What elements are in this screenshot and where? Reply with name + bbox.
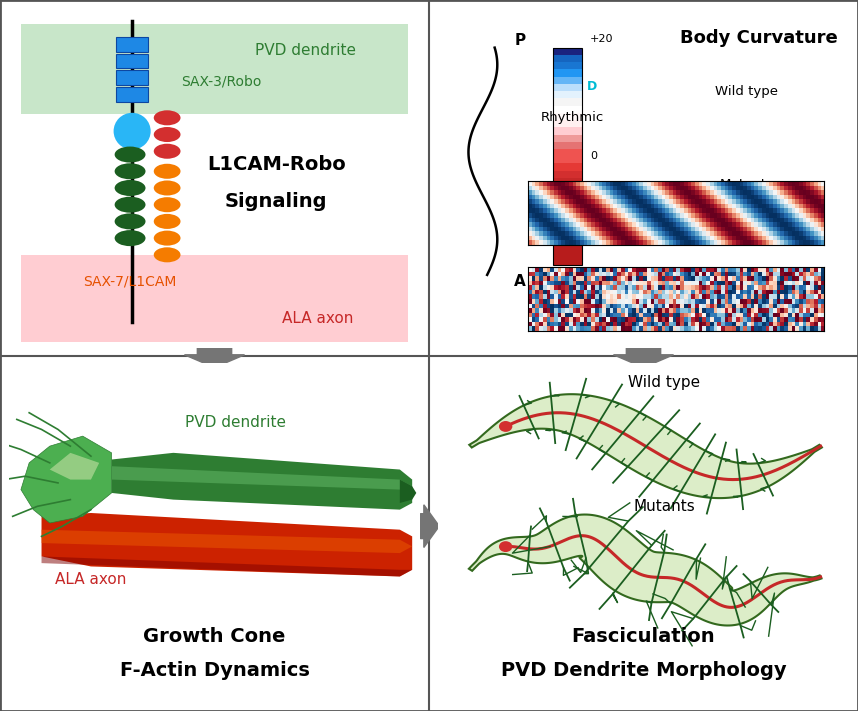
Ellipse shape xyxy=(154,181,180,196)
Ellipse shape xyxy=(154,127,180,142)
Ellipse shape xyxy=(499,541,512,552)
Text: ALA axon: ALA axon xyxy=(55,572,127,587)
Bar xyxy=(553,193,582,200)
Polygon shape xyxy=(400,480,416,503)
Ellipse shape xyxy=(499,421,512,432)
Polygon shape xyxy=(41,557,412,577)
Ellipse shape xyxy=(115,230,146,246)
Text: D: D xyxy=(587,80,597,93)
Bar xyxy=(553,171,582,178)
Polygon shape xyxy=(112,453,412,510)
Text: Signaling: Signaling xyxy=(225,192,328,211)
Ellipse shape xyxy=(115,180,146,196)
Bar xyxy=(553,120,582,127)
Text: Wild type: Wild type xyxy=(628,375,700,390)
Ellipse shape xyxy=(115,213,146,230)
Bar xyxy=(553,185,582,193)
Ellipse shape xyxy=(115,146,146,163)
Bar xyxy=(553,214,582,221)
Bar xyxy=(21,255,408,342)
Polygon shape xyxy=(41,513,412,577)
Bar xyxy=(553,134,582,141)
Text: Curvature (Degree): Curvature (Degree) xyxy=(572,280,674,290)
Ellipse shape xyxy=(154,144,180,159)
Text: Growth Cone: Growth Cone xyxy=(143,627,286,646)
Bar xyxy=(553,178,582,185)
Text: PVD Dendrite Morphology: PVD Dendrite Morphology xyxy=(501,661,786,680)
Text: F-Actin Dynamics: F-Actin Dynamics xyxy=(119,661,310,680)
Ellipse shape xyxy=(154,110,180,125)
Text: L1CAM-Robo: L1CAM-Robo xyxy=(207,155,346,174)
Bar xyxy=(553,62,582,70)
Text: ALA axon: ALA axon xyxy=(281,311,353,326)
Bar xyxy=(553,98,582,105)
Ellipse shape xyxy=(115,197,146,213)
Bar xyxy=(553,207,582,214)
Polygon shape xyxy=(21,436,112,523)
Bar xyxy=(553,70,582,77)
Text: Rhythmic: Rhythmic xyxy=(541,112,604,124)
Bar xyxy=(553,221,582,229)
Polygon shape xyxy=(112,466,412,490)
Text: Mutants: Mutants xyxy=(633,499,695,514)
Ellipse shape xyxy=(115,164,146,179)
Bar xyxy=(553,48,582,55)
Bar xyxy=(553,236,582,243)
FancyArrow shape xyxy=(420,505,439,547)
Bar xyxy=(553,55,582,62)
Text: SAX-7/L1CAM: SAX-7/L1CAM xyxy=(82,274,176,289)
Bar xyxy=(553,77,582,84)
Polygon shape xyxy=(50,453,100,480)
Bar xyxy=(553,149,582,156)
Bar xyxy=(553,257,582,264)
Ellipse shape xyxy=(154,214,180,229)
Text: Fasciculation: Fasciculation xyxy=(571,627,716,646)
Text: Mutants: Mutants xyxy=(720,178,773,191)
Text: 0: 0 xyxy=(590,151,597,161)
Bar xyxy=(553,164,582,171)
Ellipse shape xyxy=(154,197,180,212)
Bar xyxy=(553,200,582,207)
Bar xyxy=(117,87,148,102)
Ellipse shape xyxy=(154,164,180,178)
Bar xyxy=(117,70,148,85)
Ellipse shape xyxy=(154,230,180,245)
Bar xyxy=(553,156,582,164)
Text: V: V xyxy=(587,210,596,223)
Text: PVD dendrite: PVD dendrite xyxy=(255,43,355,58)
Polygon shape xyxy=(469,394,822,498)
Ellipse shape xyxy=(154,247,180,262)
FancyArrow shape xyxy=(613,345,674,368)
Bar xyxy=(553,105,582,113)
Bar xyxy=(553,113,582,120)
Text: PVD dendrite: PVD dendrite xyxy=(184,415,286,430)
Text: P: P xyxy=(515,33,525,48)
Text: Wild type: Wild type xyxy=(715,85,778,97)
Text: A: A xyxy=(514,274,526,289)
Bar xyxy=(21,24,408,114)
Text: +20: +20 xyxy=(590,34,613,44)
Bar xyxy=(553,84,582,91)
Bar xyxy=(117,53,148,68)
Polygon shape xyxy=(41,530,412,553)
FancyArrow shape xyxy=(184,345,245,368)
Bar xyxy=(117,37,148,52)
Text: SAX-3/Robo: SAX-3/Robo xyxy=(182,74,262,88)
Bar xyxy=(553,141,582,149)
Bar xyxy=(553,243,582,250)
Bar xyxy=(553,250,582,257)
Bar xyxy=(553,91,582,98)
Polygon shape xyxy=(469,515,821,626)
Text: Dysrhythmic: Dysrhythmic xyxy=(541,205,625,218)
Text: Body Curvature: Body Curvature xyxy=(680,28,837,47)
Bar xyxy=(553,127,582,134)
Bar xyxy=(553,229,582,236)
Text: -20: -20 xyxy=(590,272,608,282)
Bar xyxy=(553,48,582,264)
Ellipse shape xyxy=(113,113,151,149)
